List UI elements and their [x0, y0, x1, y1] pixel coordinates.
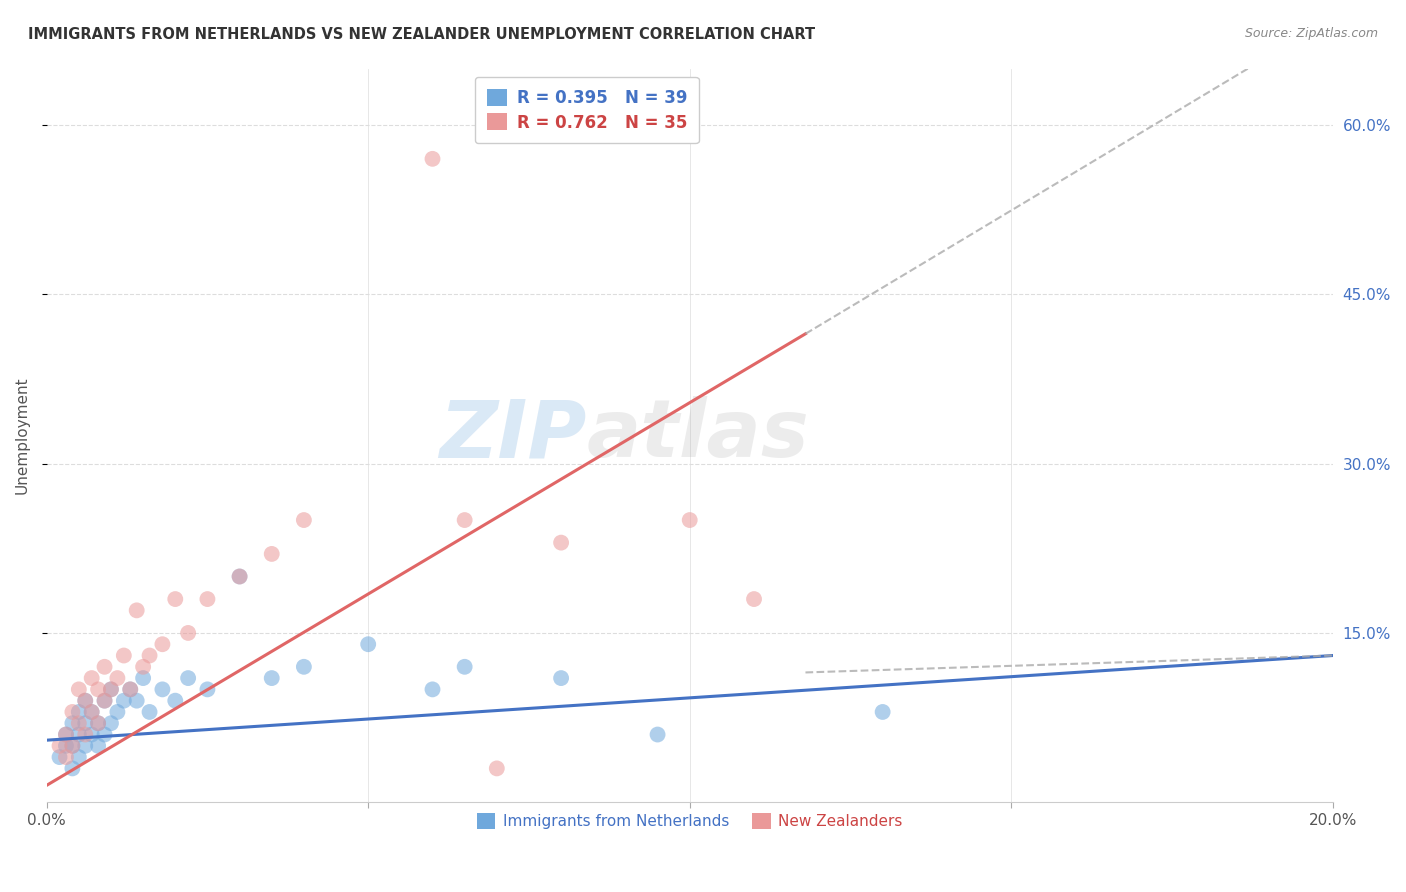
- Point: [55, 727, 77, 741]
- Point: [177, 671, 200, 685]
- Point: [67, 727, 90, 741]
- Point: [138, 705, 160, 719]
- Point: [67, 750, 90, 764]
- Text: IMMIGRANTS FROM NETHERLANDS VS NEW ZEALANDER UNEMPLOYMENT CORRELATION CHART: IMMIGRANTS FROM NETHERLANDS VS NEW ZEALA…: [28, 27, 815, 42]
- Point: [165, 694, 187, 708]
- Point: [87, 716, 110, 731]
- Point: [100, 716, 122, 731]
- Point: [125, 603, 148, 617]
- Point: [93, 727, 115, 741]
- Point: [872, 705, 894, 719]
- Point: [67, 716, 90, 731]
- Point: [197, 682, 219, 697]
- Point: [48, 750, 70, 764]
- Point: [80, 705, 103, 719]
- Text: ZIP: ZIP: [440, 396, 586, 475]
- Point: [75, 694, 97, 708]
- Point: [550, 535, 572, 549]
- Point: [107, 671, 129, 685]
- Point: [197, 592, 219, 607]
- Point: [165, 592, 187, 607]
- Point: [87, 739, 110, 753]
- Point: [112, 694, 135, 708]
- Point: [177, 626, 200, 640]
- Point: [550, 671, 572, 685]
- Point: [75, 739, 97, 753]
- Point: [55, 727, 77, 741]
- Point: [357, 637, 380, 651]
- Point: [75, 716, 97, 731]
- Point: [60, 705, 83, 719]
- Text: Source: ZipAtlas.com: Source: ZipAtlas.com: [1244, 27, 1378, 40]
- Point: [132, 671, 155, 685]
- Point: [60, 739, 83, 753]
- Point: [93, 694, 115, 708]
- Point: [742, 592, 765, 607]
- Point: [93, 694, 115, 708]
- Point: [422, 682, 444, 697]
- Point: [93, 660, 115, 674]
- Point: [80, 671, 103, 685]
- Point: [87, 716, 110, 731]
- Point: [120, 682, 142, 697]
- Point: [48, 739, 70, 753]
- Point: [100, 682, 122, 697]
- Point: [138, 648, 160, 663]
- Point: [647, 727, 669, 741]
- Point: [292, 660, 315, 674]
- Point: [60, 761, 83, 775]
- Point: [67, 705, 90, 719]
- Point: [152, 637, 174, 651]
- Point: [453, 513, 475, 527]
- Point: [422, 152, 444, 166]
- Legend: Immigrants from Netherlands, New Zealanders: Immigrants from Netherlands, New Zealand…: [471, 806, 908, 835]
- Point: [87, 682, 110, 697]
- Point: [60, 739, 83, 753]
- Point: [152, 682, 174, 697]
- Point: [55, 739, 77, 753]
- Point: [55, 750, 77, 764]
- Point: [228, 569, 250, 583]
- Point: [60, 716, 83, 731]
- Point: [67, 682, 90, 697]
- Point: [80, 727, 103, 741]
- Point: [679, 513, 702, 527]
- Point: [75, 727, 97, 741]
- Point: [485, 761, 508, 775]
- Point: [132, 660, 155, 674]
- Point: [100, 682, 122, 697]
- Point: [80, 705, 103, 719]
- Point: [125, 694, 148, 708]
- Point: [228, 569, 250, 583]
- Point: [120, 682, 142, 697]
- Y-axis label: Unemployment: Unemployment: [15, 376, 30, 494]
- Point: [112, 648, 135, 663]
- Point: [260, 547, 283, 561]
- Point: [292, 513, 315, 527]
- Point: [75, 694, 97, 708]
- Text: atlas: atlas: [586, 396, 810, 475]
- Point: [260, 671, 283, 685]
- Point: [453, 660, 475, 674]
- Point: [107, 705, 129, 719]
